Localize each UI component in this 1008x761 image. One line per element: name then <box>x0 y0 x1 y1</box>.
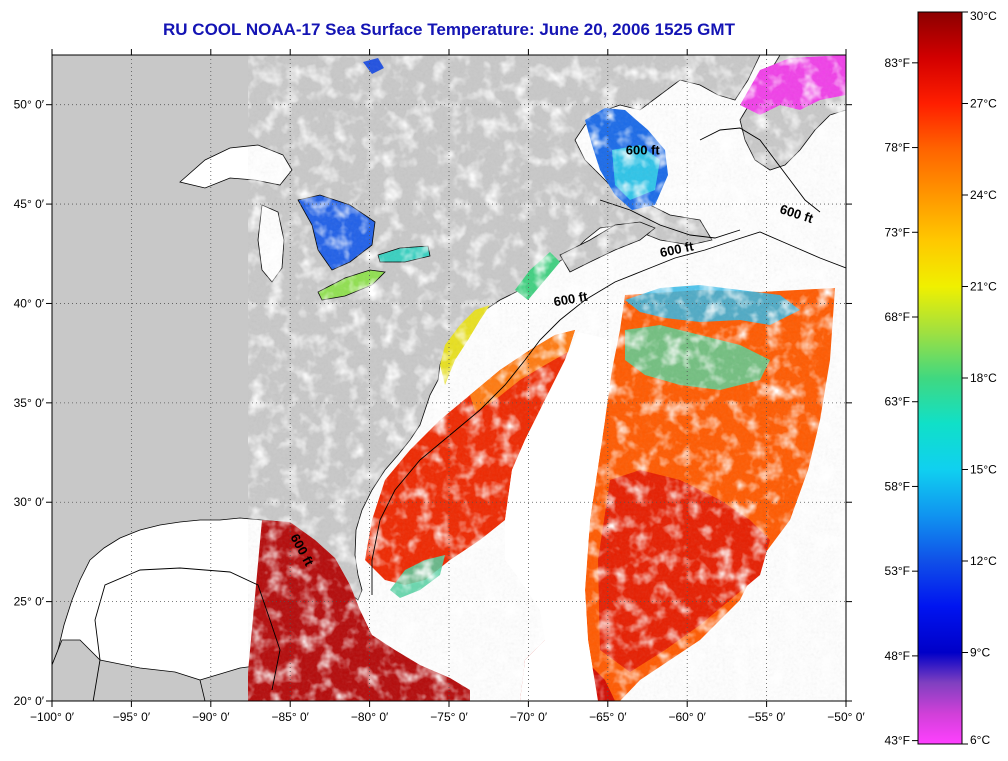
lat-tick-label: 40° 0′ <box>14 296 45 310</box>
isobath-label: 600 ft <box>659 238 696 260</box>
colorbar-label-fahrenheit: 58°F <box>885 479 910 493</box>
lon-tick-label: −100° 0′ <box>30 710 75 724</box>
lon-tick-label: −65° 0′ <box>589 710 627 724</box>
colorbar-label-celsius: 27°C <box>970 97 997 111</box>
isobath-line-atlantic <box>371 231 846 595</box>
lon-tick-label: −70° 0′ <box>510 710 548 724</box>
colorbar-label-fahrenheit: 73°F <box>885 225 910 239</box>
colorbar-label-fahrenheit: 78°F <box>885 141 910 155</box>
colorbar-label-fahrenheit: 43°F <box>885 734 910 748</box>
colorbar-celsius-labels: 30°C 27°C 24°C 21°C 18°C 15°C 12°C 9°C 6°C <box>962 9 997 747</box>
colorbar-label-celsius: 9°C <box>970 646 990 660</box>
isobath-line-gulf <box>92 567 281 701</box>
colorbar-label-celsius: 18°C <box>970 371 997 385</box>
graticule-grid <box>52 55 846 701</box>
lon-tick-label: −60° 0′ <box>668 710 706 724</box>
colorbar-label-fahrenheit: 63°F <box>885 395 910 409</box>
colorbar-label-celsius: 30°C <box>970 9 997 23</box>
sst-data <box>248 55 846 701</box>
lon-tick-label: −55° 0′ <box>748 710 786 724</box>
isobath-line-nova-scotia <box>599 199 741 239</box>
colorbar-label-fahrenheit: 68°F <box>885 310 910 324</box>
lon-tick-label: −90° 0′ <box>192 710 230 724</box>
isobath-label: 600 ft <box>552 289 589 310</box>
isobath-label: 600 ft <box>626 142 661 157</box>
colorbar-label-celsius: 12°C <box>970 554 997 568</box>
lat-tick-label: 45° 0′ <box>14 197 45 211</box>
lat-tick-label: 30° 0′ <box>14 495 45 509</box>
colorbar-label-fahrenheit: 83°F <box>885 56 910 70</box>
colorbar-label-fahrenheit: 48°F <box>885 649 910 663</box>
land-yucatan <box>52 639 216 701</box>
colorbar-label-celsius: 15°C <box>970 463 997 477</box>
page-title: RU COOL NOAA-17 Sea Surface Temperature:… <box>163 20 735 39</box>
isobath-line-labrador <box>699 127 821 213</box>
lon-tick-label: −95° 0′ <box>113 710 151 724</box>
lon-tick-label: −80° 0′ <box>351 710 389 724</box>
lat-tick-label: 50° 0′ <box>14 98 45 112</box>
lon-tick-label: −85° 0′ <box>271 710 309 724</box>
latitude-axis: 20° 0′ 25° 0′ 30° 0′ 35° 0′ 40° 0′ 45° 0′ 50° … <box>14 98 852 708</box>
colorbar-label-celsius: 24°C <box>970 188 997 202</box>
longitude-axis: −100° 0′ −95° 0′ −90° 0′ −85° 0′ −80° 0′ −75°… <box>30 49 865 724</box>
isobath-600ft <box>92 127 846 701</box>
colorbar-label-celsius: 21°C <box>970 280 997 294</box>
colorbar <box>917 11 963 745</box>
lat-tick-label: 25° 0′ <box>14 595 45 609</box>
colorbar-fahrenheit-labels: 83°F 78°F 73°F 68°F 63°F 58°F 53°F 48°F 43°F <box>885 56 918 748</box>
lon-tick-label: −75° 0′ <box>430 710 468 724</box>
swath-gap <box>505 332 612 701</box>
colorbar-label-celsius: 6°C <box>970 733 990 747</box>
lon-tick-label: −50° 0′ <box>827 710 865 724</box>
colorbar-label-fahrenheit: 53°F <box>885 564 910 578</box>
lat-tick-label: 20° 0′ <box>14 694 45 708</box>
lat-tick-label: 35° 0′ <box>14 396 45 410</box>
